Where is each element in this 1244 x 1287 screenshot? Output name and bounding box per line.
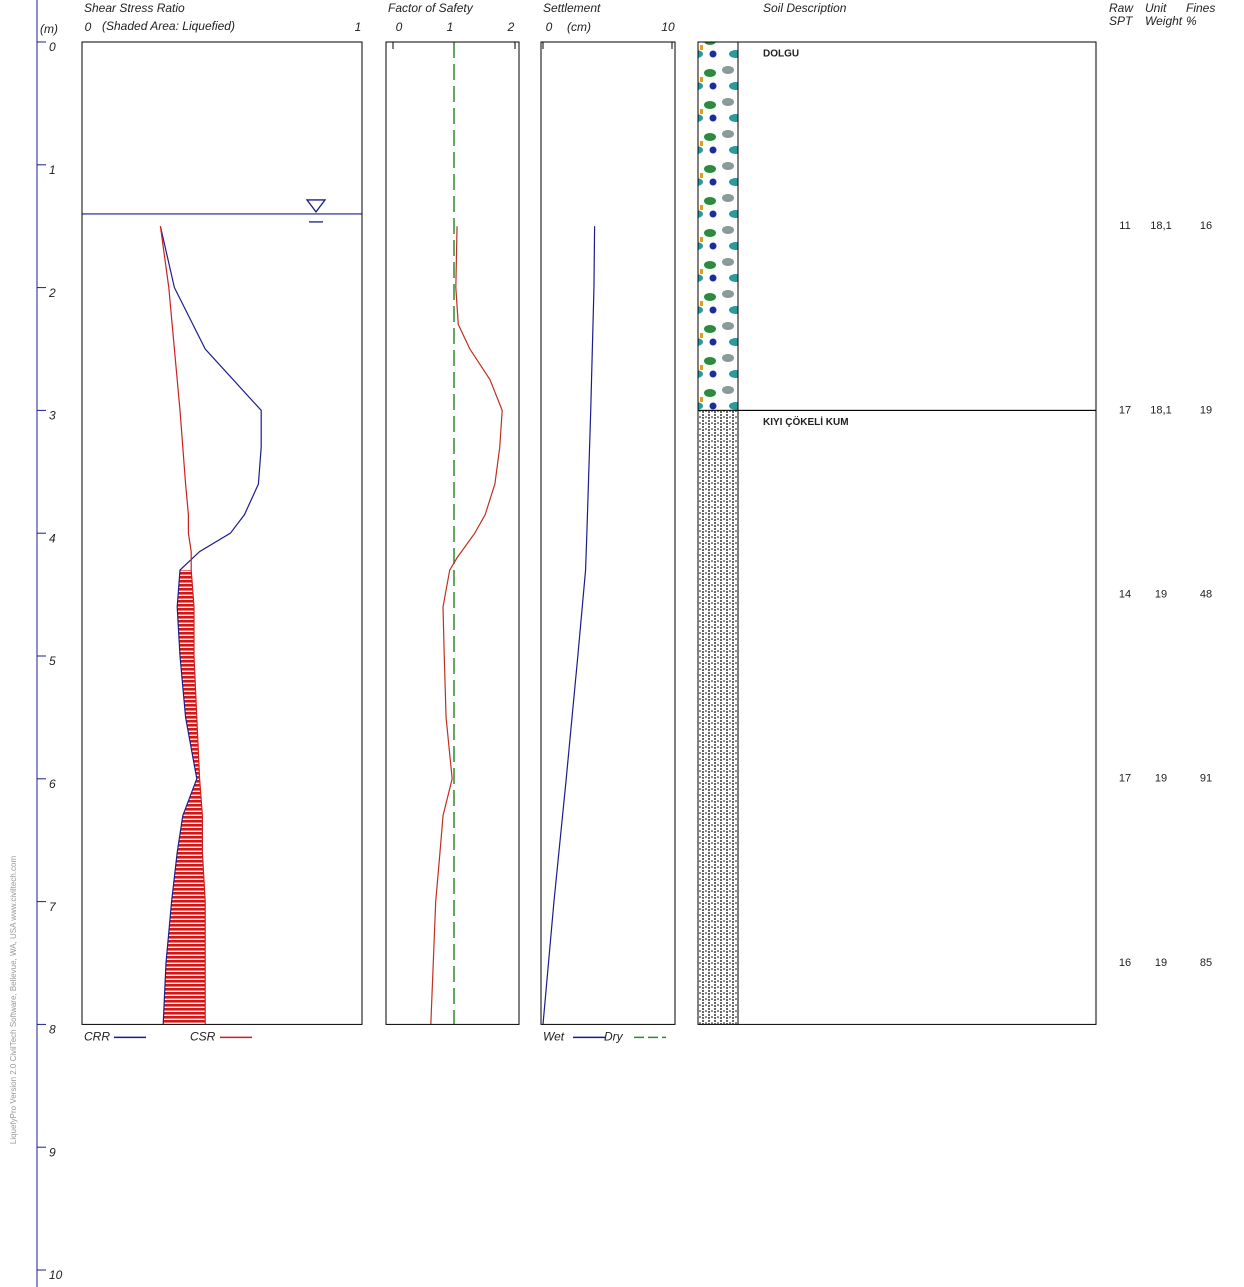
lab-value: 19 (1155, 773, 1167, 785)
credit: LiquefyPro Version 2.0 CivilTech Softwar… (9, 856, 18, 1145)
series-line (543, 226, 595, 1024)
lab-value: 17 (1119, 404, 1131, 416)
lab-value: 18,1 (1150, 404, 1171, 416)
lab-value: 19 (1200, 404, 1212, 416)
lab-header: SPT (1109, 14, 1134, 28)
lab-header: % (1186, 14, 1197, 28)
lab-value: 19 (1155, 589, 1167, 601)
legend-label: CRR (84, 1030, 110, 1044)
depth-tick-label: 3 (49, 409, 56, 423)
depth-axis-label: (m) (40, 22, 58, 36)
panel-frame (82, 42, 362, 1024)
legend-label: Wet (543, 1030, 565, 1044)
liquefied-area (163, 570, 205, 1024)
panel-frame (386, 42, 519, 1024)
soil-layer (738, 42, 1096, 410)
soil-title: Soil Description (763, 1, 847, 15)
lab-value: 85 (1200, 957, 1212, 969)
lab-header: Unit (1145, 1, 1167, 15)
x-tick-label: 2 (507, 20, 515, 34)
liquefaction-report: (m) Soil Description LiquefyPro Version … (0, 0, 1244, 1287)
lab-value: 11 (1119, 220, 1130, 232)
lab-header: Raw (1109, 1, 1134, 15)
depth-tick-label: 9 (49, 1145, 56, 1159)
x-tick-label: 1 (355, 20, 362, 34)
depth-tick-label: 4 (49, 531, 56, 545)
depth-tick-label: 0 (49, 40, 56, 54)
lab-header: Weight (1145, 14, 1183, 28)
lab-value: 18,1 (1150, 220, 1171, 232)
depth-tick-label: 6 (49, 777, 56, 791)
lab-header: Fines (1186, 1, 1215, 15)
lab-value: 19 (1155, 957, 1167, 969)
panel-subtitle: (Shaded Area: Liquefied) (102, 19, 235, 33)
panel-title: Factor of Safety (388, 1, 474, 15)
x-tick-label: 1 (447, 20, 454, 34)
x-tick-label: 0 (85, 20, 92, 34)
soil-layer-label: DOLGU (763, 49, 799, 60)
lab-value: 16 (1119, 957, 1131, 969)
water-table-symbol (307, 200, 325, 212)
depth-tick-label: 2 (48, 286, 56, 300)
legend-label: CSR (190, 1030, 216, 1044)
depth-tick-label: 1 (49, 163, 56, 177)
depth-tick-label: 10 (49, 1268, 63, 1282)
soil-column (698, 42, 738, 410)
lab-value: 17 (1119, 773, 1131, 785)
soil-layer-label: KIYI ÇÖKELİ KUM (763, 415, 849, 428)
x-tick-label: 10 (661, 20, 675, 34)
x-tick-label: 0 (546, 20, 553, 34)
depth-tick-label: 5 (49, 654, 56, 668)
lab-value: 48 (1200, 589, 1212, 601)
lab-value: 16 (1200, 220, 1212, 232)
panel-frame (541, 42, 675, 1024)
lab-value: 91 (1200, 773, 1212, 785)
x-tick-label: 0 (396, 20, 403, 34)
lab-value: 14 (1119, 589, 1131, 601)
panel-title: Shear Stress Ratio (84, 1, 185, 15)
panel-xlabel: (cm) (567, 20, 591, 34)
soil-column (698, 410, 738, 1024)
series-line (431, 226, 502, 1024)
panel-title: Settlement (543, 1, 601, 15)
soil-layer (738, 410, 1096, 1024)
depth-tick-label: 7 (49, 900, 57, 914)
legend-label: Dry (604, 1030, 624, 1044)
depth-tick-label: 8 (49, 1023, 56, 1037)
